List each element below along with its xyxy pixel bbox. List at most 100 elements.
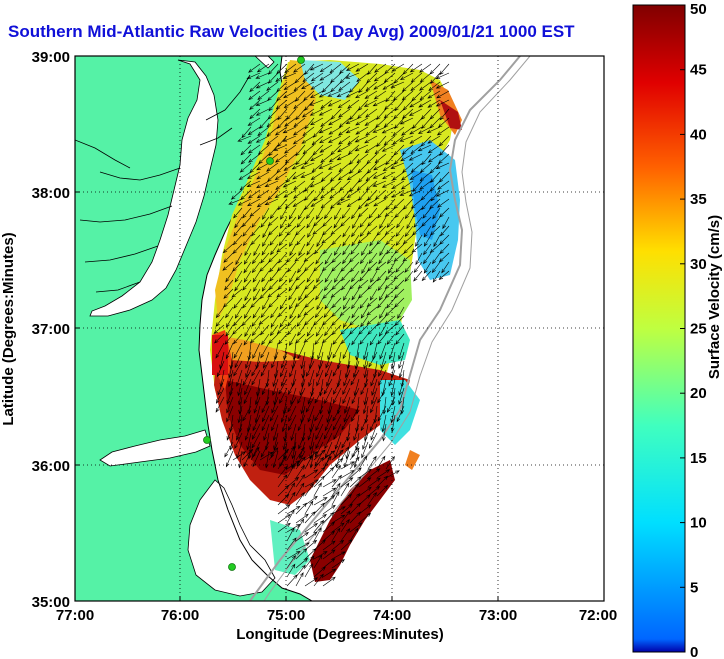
velocity-vector [240, 144, 252, 156]
velocity-vector [319, 378, 324, 397]
velocity-vector [364, 90, 378, 99]
velocity-vector [226, 423, 234, 441]
colorbar-tick-label: 0 [690, 644, 698, 659]
velocity-vector [340, 270, 351, 282]
velocity-vector [322, 558, 336, 569]
velocity-vector [255, 72, 270, 79]
velocity-vector [286, 324, 297, 336]
velocity-vector [334, 207, 342, 220]
velocity-vector [393, 153, 405, 165]
velocity-vector [301, 108, 315, 118]
velocity-vector [300, 162, 315, 169]
velocity-vector [386, 297, 396, 309]
velocity-vector [279, 297, 288, 310]
velocity-vector [300, 396, 306, 415]
velocity-vector [323, 306, 333, 318]
velocity-vector [241, 448, 254, 461]
velocity-vector [325, 351, 333, 369]
velocity-vector [358, 189, 369, 201]
velocity-vector [381, 180, 396, 188]
velocity-vector [340, 528, 351, 542]
velocity-vector [316, 297, 324, 311]
velocity-vector [367, 63, 378, 75]
velocity-vector [370, 423, 378, 441]
velocity-vector [429, 117, 441, 129]
velocity-vector [343, 369, 351, 387]
velocity-vector [300, 171, 315, 178]
x-axis-label: Longitude (Degrees:Minutes) [236, 626, 444, 643]
velocity-vector [394, 315, 405, 326]
velocity-vector [224, 441, 234, 458]
velocity-field [210, 60, 462, 582]
velocity-vector [231, 288, 243, 298]
velocity-vector [295, 482, 305, 497]
velocity-vector [438, 270, 450, 281]
velocity-vector [276, 117, 288, 129]
velocity-vector [237, 405, 243, 424]
velocity-vector [347, 135, 360, 146]
velocity-vector [388, 369, 396, 387]
velocity-vector [319, 63, 333, 73]
velocity-vector [327, 162, 342, 170]
velocity-vector [288, 378, 297, 395]
velocity-vector [313, 573, 324, 587]
velocity-vector [256, 189, 270, 199]
velocity-vector [225, 270, 234, 283]
velocity-vector [419, 180, 432, 190]
velocity-vector [225, 306, 234, 319]
velocity-vector [340, 333, 351, 345]
velocity-vector [278, 378, 288, 395]
velocity-vector [318, 126, 333, 134]
velocity-vector [262, 225, 270, 239]
velocity-vector [423, 225, 432, 238]
x-tick-label: 75:00 [267, 607, 305, 624]
velocity-vector [344, 396, 351, 414]
velocity-vector [391, 189, 405, 198]
velocity-vector [268, 261, 279, 273]
velocity-vector [422, 207, 432, 219]
velocity-vector [336, 153, 351, 161]
velocity-vector [261, 414, 270, 432]
velocity-vector [293, 99, 306, 110]
velocity-vector [341, 432, 351, 449]
velocity-vector [349, 527, 359, 542]
velocity-vector [402, 198, 414, 210]
velocity-vector [292, 198, 306, 207]
velocity-vector [342, 234, 351, 247]
colorbar-tick-label: 50 [690, 1, 707, 18]
velocity-vector [313, 539, 326, 551]
velocity-vector [276, 63, 288, 75]
velocity-vector [314, 306, 324, 319]
velocity-vector [215, 306, 225, 319]
velocity-vector [258, 315, 270, 325]
velocity-vector [304, 500, 314, 515]
grid-lines [75, 56, 604, 601]
velocity-vector [358, 477, 372, 488]
velocity-vector [272, 378, 279, 396]
velocity-vector [287, 315, 297, 327]
velocity-vector [377, 279, 387, 291]
velocity-vector [331, 506, 346, 515]
velocity-vector [312, 126, 324, 138]
velocity-vector [261, 378, 270, 396]
velocity-vector [295, 456, 306, 470]
velocity-vector [261, 396, 270, 414]
velocity-vector [430, 225, 441, 236]
velocity-vector [313, 551, 328, 560]
velocity-vector [331, 551, 346, 560]
velocity-vector [351, 297, 360, 310]
velocity-vector [385, 243, 396, 255]
velocity-vector [315, 414, 324, 432]
velocity-vector [342, 378, 351, 396]
velocity-vector [286, 563, 296, 578]
station-marker [203, 436, 211, 444]
velocity-vector [306, 216, 315, 229]
velocity-vector [310, 153, 324, 162]
velocity-vector [343, 315, 351, 328]
velocity-vector [333, 423, 342, 441]
velocity-vector [382, 81, 396, 90]
velocity-vector [264, 198, 279, 206]
velocity-vector [251, 216, 261, 228]
velocity-vector [267, 288, 279, 298]
velocity-vector [236, 369, 243, 387]
